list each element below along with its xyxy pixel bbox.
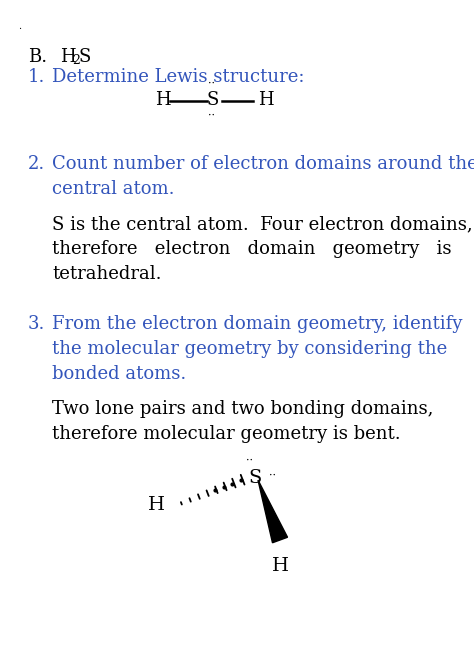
Polygon shape — [258, 480, 288, 543]
Text: ··: ·· — [246, 456, 254, 466]
Text: B.: B. — [28, 48, 47, 66]
Text: H: H — [155, 91, 171, 109]
Text: H: H — [148, 496, 165, 514]
Text: S: S — [248, 469, 262, 487]
Text: 3.: 3. — [28, 315, 46, 333]
Text: S: S — [79, 48, 91, 66]
Text: From the electron domain geometry, identify
the molecular geometry by considerin: From the electron domain geometry, ident… — [52, 315, 462, 383]
Text: Two lone pairs and two bonding domains,
therefore molecular geometry is bent.: Two lone pairs and two bonding domains, … — [52, 400, 433, 443]
Text: 1.: 1. — [28, 68, 46, 86]
Text: 2.: 2. — [28, 155, 45, 173]
Text: Determine Lewis structure:: Determine Lewis structure: — [52, 68, 304, 86]
Text: .: . — [18, 22, 21, 31]
Text: ··: ·· — [269, 471, 276, 481]
Text: H: H — [258, 91, 273, 109]
Text: S is the central atom.  Four electron domains,
therefore   electron   domain   g: S is the central atom. Four electron dom… — [52, 215, 473, 283]
Text: ··: ·· — [209, 111, 216, 121]
Text: 2: 2 — [72, 54, 80, 67]
Text: H: H — [60, 48, 76, 66]
Text: Count number of electron domains around the
central atom.: Count number of electron domains around … — [52, 155, 474, 198]
Text: S: S — [207, 91, 219, 109]
Text: H: H — [272, 557, 289, 575]
Text: ··: ·· — [209, 79, 216, 89]
